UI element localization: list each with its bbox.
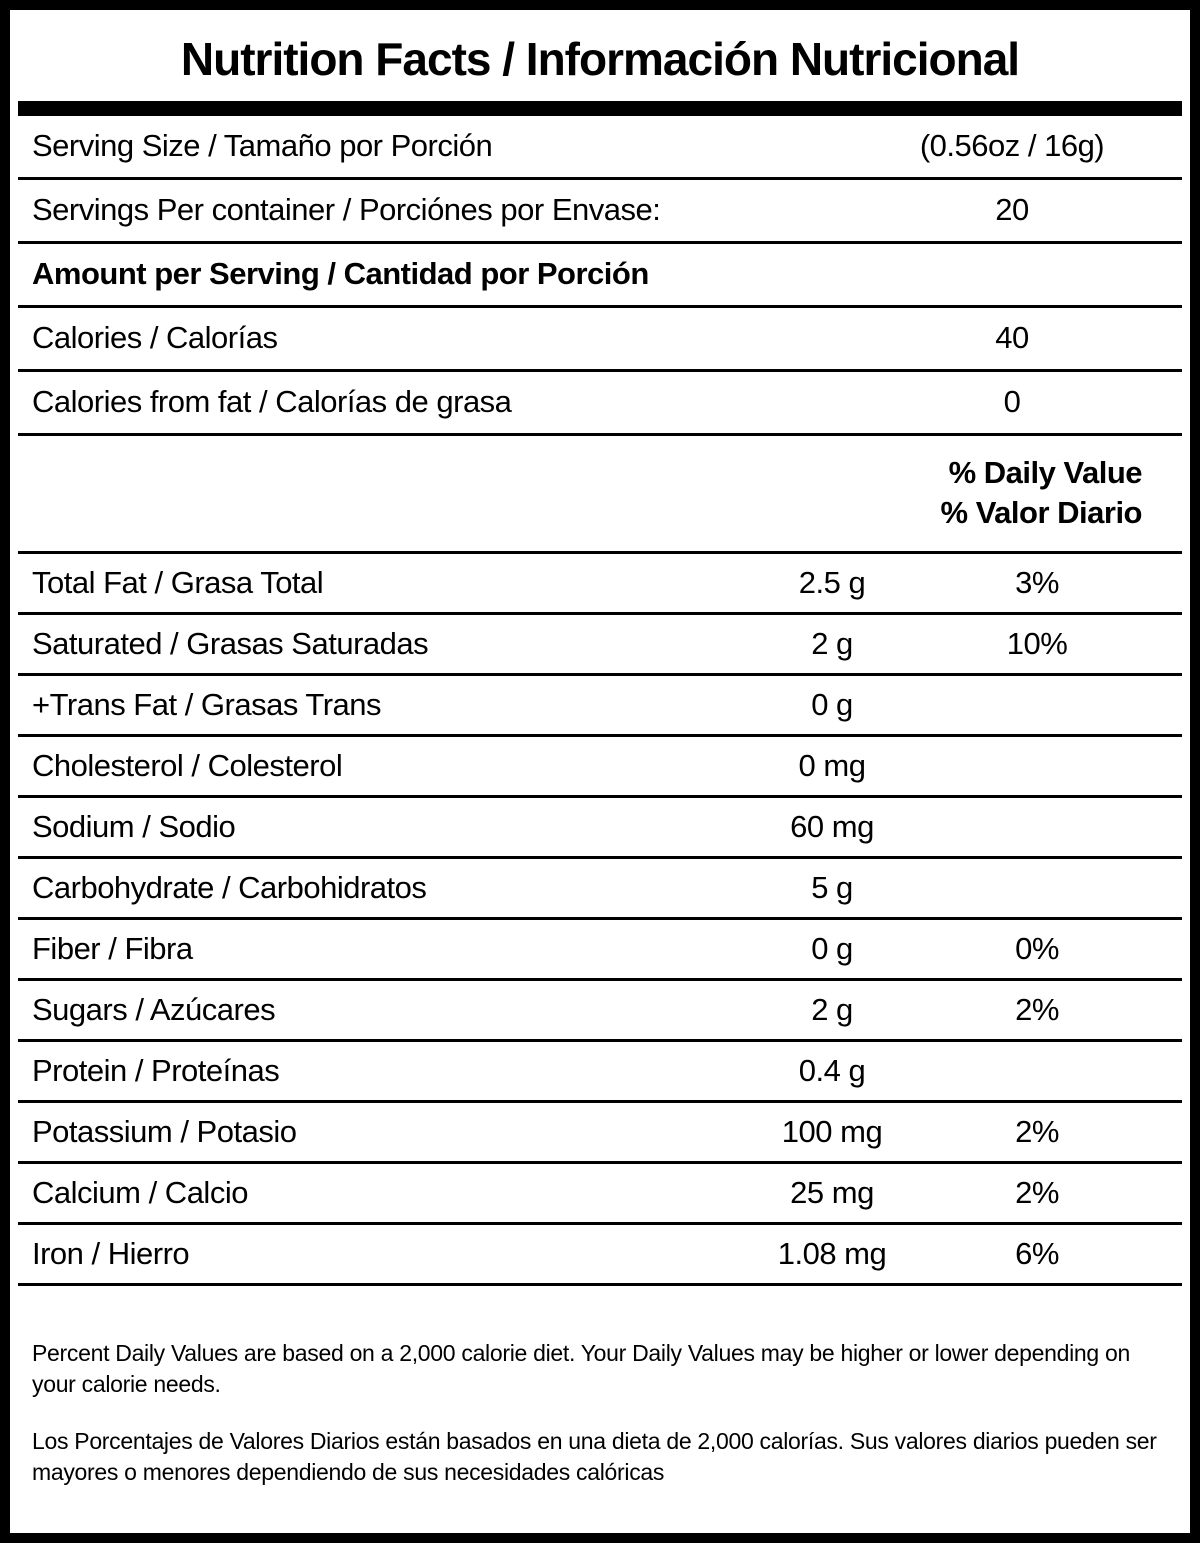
nutrient-daily-value: 6% [1015, 1235, 1059, 1271]
nutrient-daily-value: 0% [1015, 930, 1059, 966]
nutrient-daily-value: 2% [1015, 991, 1059, 1027]
footnotes: Percent Daily Values are based on a 2,00… [18, 1338, 1182, 1488]
nutrient-daily-value: 10% [1006, 625, 1068, 661]
nutrient-label: Protein / Proteínas [32, 1052, 280, 1088]
amount-per-serving-label: Amount per Serving / Cantidad por Porció… [32, 256, 649, 292]
nutrient-amount: 0 g [811, 930, 853, 966]
calories-from-fat-label: Calories from fat / Calorías de grasa [32, 384, 512, 420]
nutrient-row: Saturated / Grasas Saturadas 2 g 10% [18, 615, 1182, 676]
nutrient-label: Total Fat / Grasa Total [32, 564, 324, 600]
servings-per-container-label: Servings Per container / Porciónes por E… [32, 192, 661, 228]
nutrient-row: Iron / Hierro 1.08 mg 6% [18, 1225, 1182, 1286]
nutrient-row: Total Fat / Grasa Total 2.5 g 3% [18, 554, 1182, 615]
nutrient-label: Sodium / Sodio [32, 808, 236, 844]
nutrient-amount: 25 mg [790, 1174, 874, 1210]
calories-label: Calories / Calorías [32, 320, 278, 356]
serving-size-value: (0.56oz / 16g) [919, 128, 1105, 164]
nutrient-amount: 60 mg [790, 808, 874, 844]
nutrient-daily-value: 3% [1015, 564, 1059, 600]
serving-size-row: Serving Size / Tamaño por Porción (0.56o… [18, 116, 1182, 180]
nutrient-amount: 0.4 g [798, 1052, 866, 1088]
daily-value-header-es: % Valor Diario [940, 495, 1143, 531]
calories-row: Calories / Calorías 40 [18, 308, 1182, 372]
nutrient-row: Protein / Proteínas 0.4 g [18, 1042, 1182, 1103]
nutrient-amount: 1.08 mg [777, 1235, 887, 1271]
nutrient-label: Cholesterol / Colesterol [32, 747, 343, 783]
footnote-english: Percent Daily Values are based on a 2,00… [32, 1339, 1130, 1397]
nutrient-amount: 0 g [811, 686, 853, 722]
nutrient-row: +Trans Fat / Grasas Trans 0 g [18, 676, 1182, 737]
nutrient-row: Carbohydrate / Carbohidratos 5 g [18, 859, 1182, 920]
nutrient-row: Calcium / Calcio 25 mg 2% [18, 1164, 1182, 1225]
nutrient-row: Fiber / Fibra 0 g 0% [18, 920, 1182, 981]
nutrients-table: Total Fat / Grasa Total 2.5 g 3% Saturat… [18, 554, 1182, 1286]
nutrient-row: Sugars / Azúcares 2 g 2% [18, 981, 1182, 1042]
nutrient-label: Fiber / Fibra [32, 930, 193, 966]
calories-from-fat-row: Calories from fat / Calorías de grasa 0 [18, 372, 1182, 436]
nutrient-row: Cholesterol / Colesterol 0 mg [18, 737, 1182, 798]
label-title: Nutrition Facts / Información Nutriciona… [180, 33, 1020, 85]
nutrient-label: Iron / Hierro [32, 1235, 190, 1271]
calories-value: 40 [995, 320, 1029, 356]
nutrient-row: Sodium / Sodio 60 mg [18, 798, 1182, 859]
nutrient-daily-value: 2% [1015, 1113, 1059, 1149]
daily-value-header: % Daily Value % Valor Diario [18, 436, 1182, 554]
nutrient-label: Potassium / Potasio [32, 1113, 297, 1149]
servings-per-container-value: 20 [995, 192, 1029, 228]
amount-per-serving-row: Amount per Serving / Cantidad por Porció… [18, 244, 1182, 308]
nutrient-daily-value: 2% [1015, 1174, 1059, 1210]
nutrient-label: Calcium / Calcio [32, 1174, 248, 1210]
nutrient-label: Saturated / Grasas Saturadas [32, 625, 429, 661]
daily-value-header-en: % Daily Value [948, 455, 1143, 491]
nutrient-label: Carbohydrate / Carbohidratos [32, 869, 427, 905]
servings-per-container-row: Servings Per container / Porciónes por E… [18, 180, 1182, 244]
nutrient-amount: 5 g [811, 869, 853, 905]
calories-from-fat-value: 0 [1003, 384, 1021, 420]
serving-size-label: Serving Size / Tamaño por Porción [32, 128, 493, 164]
nutrient-amount: 100 mg [781, 1113, 883, 1149]
nutrient-amount: 2.5 g [798, 564, 866, 600]
nutrient-label: +Trans Fat / Grasas Trans [32, 686, 382, 722]
nutrient-amount: 2 g [811, 625, 853, 661]
nutrient-label: Sugars / Azúcares [32, 991, 276, 1027]
nutrient-amount: 2 g [811, 991, 853, 1027]
title-divider-bar [18, 100, 1182, 116]
nutrient-row: Potassium / Potasio 100 mg 2% [18, 1103, 1182, 1164]
footnote-spanish: Los Porcentajes de Valores Diarios están… [32, 1427, 1157, 1485]
nutrient-amount: 0 mg [798, 747, 866, 783]
